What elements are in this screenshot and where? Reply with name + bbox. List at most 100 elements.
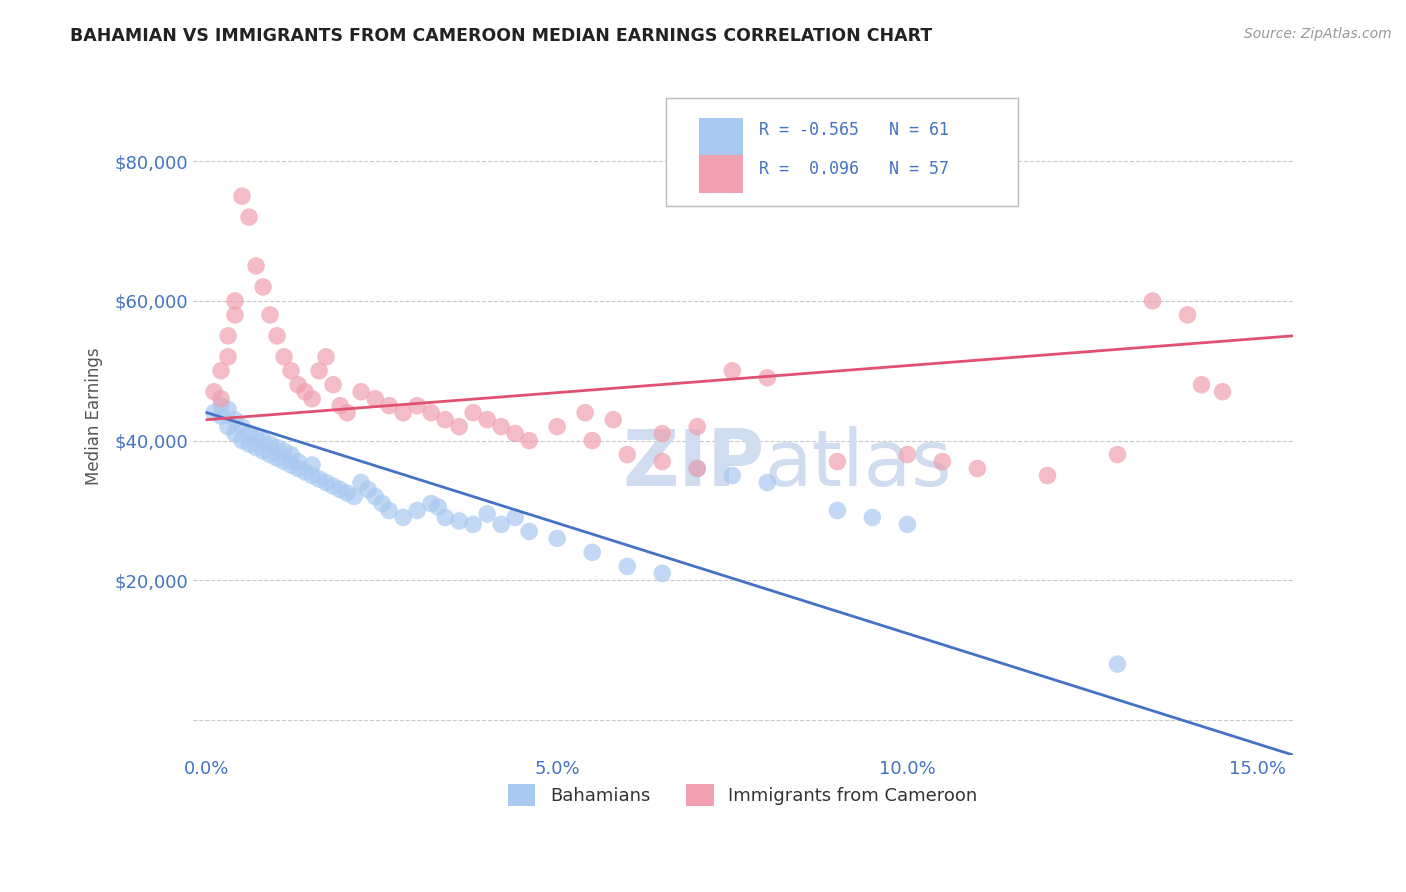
Point — [503, 510, 526, 524]
Point — [1191, 377, 1213, 392]
Point — [252, 444, 274, 458]
Point — [406, 399, 429, 413]
Point — [371, 496, 394, 510]
Point — [602, 412, 624, 426]
Point — [449, 419, 471, 434]
Text: Source: ZipAtlas.com: Source: ZipAtlas.com — [1244, 27, 1392, 41]
Point — [463, 406, 485, 420]
Point — [860, 510, 883, 524]
Point — [1036, 468, 1059, 483]
Point — [245, 259, 267, 273]
Point — [574, 406, 596, 420]
Legend: Bahamians, Immigrants from Cameroon: Bahamians, Immigrants from Cameroon — [501, 777, 984, 814]
Text: R = -0.565   N = 61: R = -0.565 N = 61 — [759, 121, 949, 139]
Point — [896, 448, 918, 462]
Point — [406, 503, 429, 517]
FancyBboxPatch shape — [699, 155, 742, 193]
Point — [896, 517, 918, 532]
Point — [1107, 448, 1129, 462]
Point — [280, 458, 302, 472]
Point — [266, 451, 288, 466]
Point — [238, 426, 260, 441]
Text: BAHAMIAN VS IMMIGRANTS FROM CAMEROON MEDIAN EARNINGS CORRELATION CHART: BAHAMIAN VS IMMIGRANTS FROM CAMEROON MED… — [70, 27, 932, 45]
Point — [322, 479, 344, 493]
Point — [463, 517, 485, 532]
Point — [364, 392, 387, 406]
Point — [280, 364, 302, 378]
Point — [336, 486, 359, 500]
Point — [686, 461, 709, 475]
Point — [651, 566, 673, 581]
Point — [224, 426, 246, 441]
Point — [756, 475, 779, 490]
Point — [420, 406, 443, 420]
Point — [308, 364, 330, 378]
Point — [517, 434, 540, 448]
Point — [546, 419, 568, 434]
Point — [392, 510, 415, 524]
Point — [651, 426, 673, 441]
Point — [209, 364, 232, 378]
Point — [202, 384, 225, 399]
Point — [231, 189, 253, 203]
Point — [231, 434, 253, 448]
FancyBboxPatch shape — [699, 118, 742, 155]
Point — [209, 409, 232, 424]
Point — [434, 412, 457, 426]
Text: atlas: atlas — [765, 425, 952, 501]
Point — [273, 444, 295, 458]
Point — [252, 434, 274, 448]
Point — [449, 514, 471, 528]
Point — [581, 545, 603, 559]
Point — [287, 461, 309, 475]
Point — [434, 510, 457, 524]
Point — [489, 419, 512, 434]
Text: ZIP: ZIP — [623, 425, 765, 501]
Point — [1177, 308, 1199, 322]
Point — [315, 350, 337, 364]
Point — [581, 434, 603, 448]
Point — [827, 503, 849, 517]
Point — [266, 441, 288, 455]
Point — [1212, 384, 1234, 399]
Point — [357, 483, 380, 497]
Point — [1107, 657, 1129, 672]
Point — [378, 399, 401, 413]
Point — [238, 437, 260, 451]
Point — [245, 441, 267, 455]
Point — [259, 448, 281, 462]
Point — [294, 384, 316, 399]
Point — [202, 406, 225, 420]
Point — [827, 454, 849, 468]
Point — [301, 392, 323, 406]
Point — [420, 496, 443, 510]
Point — [503, 426, 526, 441]
Point — [287, 377, 309, 392]
Point — [475, 507, 498, 521]
Point — [273, 454, 295, 468]
Point — [209, 392, 232, 406]
Point — [616, 559, 638, 574]
Point — [224, 308, 246, 322]
Point — [517, 524, 540, 539]
Point — [721, 468, 744, 483]
Point — [616, 448, 638, 462]
Point — [259, 437, 281, 451]
Point — [287, 454, 309, 468]
Point — [336, 406, 359, 420]
Point — [217, 402, 239, 417]
Point — [1142, 293, 1164, 308]
Point — [329, 483, 352, 497]
Point — [392, 406, 415, 420]
Point — [209, 399, 232, 413]
Point — [245, 430, 267, 444]
Point — [966, 461, 988, 475]
Point — [489, 517, 512, 532]
Point — [259, 308, 281, 322]
Text: R =  0.096   N = 57: R = 0.096 N = 57 — [759, 160, 949, 178]
Point — [280, 448, 302, 462]
Point — [364, 490, 387, 504]
Point — [231, 419, 253, 434]
Point — [238, 210, 260, 224]
Point — [931, 454, 953, 468]
